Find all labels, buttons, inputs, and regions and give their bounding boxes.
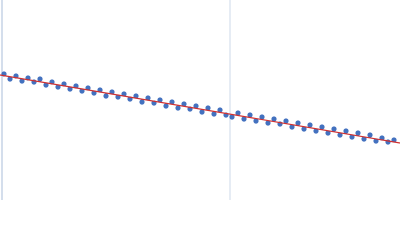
data-point	[205, 105, 211, 111]
data-point	[313, 128, 319, 134]
fit-line	[0, 74, 400, 144]
data-point	[247, 112, 253, 118]
data-point	[235, 110, 241, 116]
data-point	[163, 103, 169, 109]
data-point	[37, 76, 43, 82]
data-point	[307, 122, 313, 128]
data-point	[7, 76, 13, 82]
data-point	[229, 114, 235, 120]
data-point	[139, 99, 145, 105]
data-point	[337, 132, 343, 138]
data-point	[241, 116, 247, 122]
data-point	[55, 84, 61, 90]
data-point	[295, 120, 301, 126]
data-point	[193, 103, 199, 109]
data-point	[211, 111, 217, 117]
data-point	[331, 126, 337, 132]
data-point	[145, 95, 151, 101]
data-point	[271, 116, 277, 122]
data-point	[367, 132, 373, 138]
data-point	[349, 134, 355, 140]
data-point	[181, 101, 187, 107]
data-point	[343, 128, 349, 134]
data-point	[355, 130, 361, 136]
data-point	[265, 120, 271, 126]
data-point	[175, 105, 181, 111]
data-point	[217, 107, 223, 113]
data-point	[157, 97, 163, 103]
data-point	[325, 130, 331, 136]
data-point	[103, 93, 109, 99]
chart	[0, 0, 400, 200]
data-point	[289, 124, 295, 130]
plot-area	[0, 71, 400, 145]
data-point	[301, 126, 307, 132]
data-point	[199, 109, 205, 115]
data-point	[283, 118, 289, 124]
data-point	[43, 82, 49, 88]
data-point	[319, 124, 325, 130]
data-point	[19, 78, 25, 84]
data-point	[169, 99, 175, 105]
data-point	[253, 118, 259, 124]
data-point	[259, 114, 265, 120]
